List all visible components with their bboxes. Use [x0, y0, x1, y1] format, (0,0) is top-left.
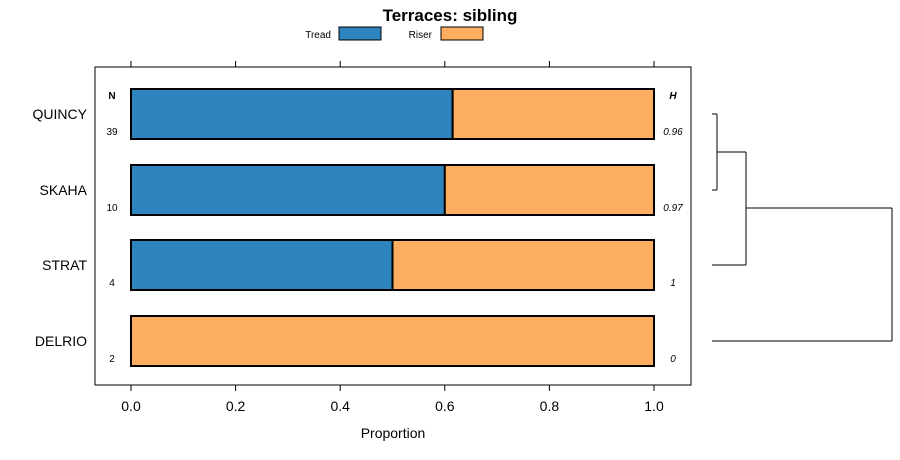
x-tick-label: 0.2 [226, 398, 246, 414]
x-tick-label: 0.6 [435, 398, 455, 414]
h-header: H [669, 91, 677, 102]
x-tick-label: 1.0 [644, 398, 664, 414]
top-axis-ticks [130, 61, 655, 67]
n-value: 10 [106, 203, 118, 214]
x-axis: 0.0 0.2 0.4 0.6 0.8 1.0 [121, 385, 664, 414]
h-column: H 0.96 0.97 1 0 [663, 91, 683, 365]
plot-panel [94, 66, 692, 386]
n-value: 4 [109, 278, 115, 289]
bar-strat-tread [130, 239, 394, 291]
x-tick-label: 0.8 [540, 398, 560, 414]
legend-label-riser: Riser [409, 30, 433, 41]
legend-label-tread: Tread [305, 30, 331, 41]
legend-swatch-riser [440, 26, 484, 41]
n-value: 2 [109, 354, 115, 365]
n-value: 39 [106, 127, 118, 138]
bar-skaha-tread [130, 164, 446, 216]
category-label-skaha: SKAHA [40, 182, 88, 198]
bars-group [130, 88, 655, 367]
category-label-quincy: QUINCY [33, 106, 88, 122]
bar-quincy-tread [130, 88, 454, 140]
h-value: 0 [670, 354, 676, 365]
h-value: 0.96 [663, 127, 683, 138]
h-value: 0.97 [663, 203, 683, 214]
legend: Tread Riser [305, 26, 484, 41]
bar-quincy-riser [451, 88, 655, 140]
category-label-strat: STRAT [42, 257, 87, 273]
x-tick-label: 0.0 [121, 398, 141, 414]
n-column: N 39 10 4 2 [106, 91, 118, 365]
dendrogram [712, 113, 893, 342]
bar-skaha-riser [443, 164, 655, 216]
bar-strat-riser [391, 239, 655, 291]
legend-swatch-tread [338, 26, 382, 41]
h-value: 1 [670, 278, 676, 289]
chart-title: Terraces: sibling [383, 6, 518, 25]
category-labels: QUINCY SKAHA STRAT DELRIO [33, 106, 88, 349]
bar-delrio-riser [130, 315, 655, 367]
category-label-delrio: DELRIO [35, 333, 87, 349]
x-axis-title: Proportion [361, 425, 426, 441]
x-tick-label: 0.4 [330, 398, 350, 414]
n-header: N [108, 91, 115, 102]
